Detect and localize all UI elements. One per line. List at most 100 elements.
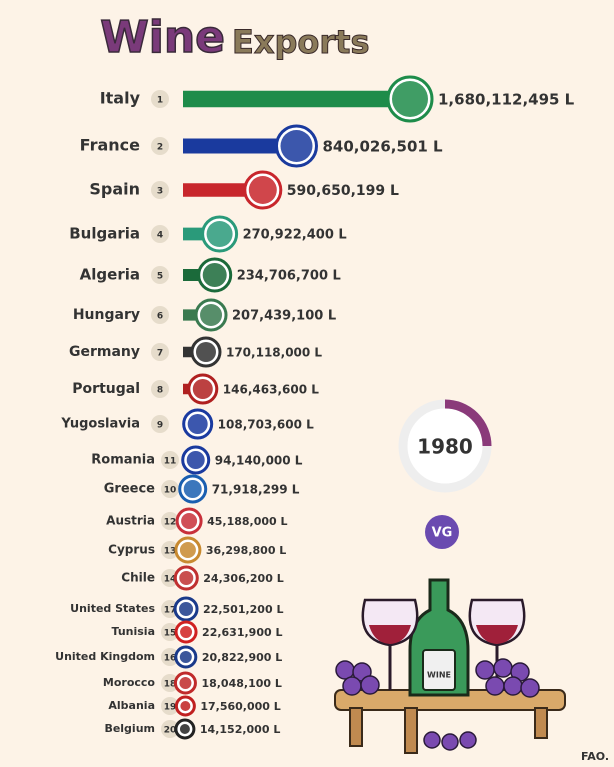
category-label: Albania [108,699,155,712]
rank-label: 16 [164,654,177,664]
rank-badge [161,569,179,587]
flag-inner [280,130,313,162]
illustration: WINE [334,578,566,754]
year-dial: 1980 [398,399,492,493]
category-label: France [80,136,140,155]
category-label: Algeria [80,266,140,284]
value-label: 234,706,700 L [237,269,341,284]
rank-label: 2 [157,143,163,153]
rank-label: 7 [157,349,163,359]
category-label: Spain [89,180,140,199]
rank-label: 1 [157,96,163,106]
value-label: 1,680,112,495 L [438,91,575,109]
flag-inner [183,480,202,498]
rank-badge [151,380,169,398]
flag-inner [179,677,192,689]
rank-label: 9 [157,421,163,431]
value-label: 22,501,200 L [203,603,283,616]
rank-badge [151,415,169,433]
flag-inner [195,342,216,362]
value-label: 146,463,600 L [223,383,319,397]
category-label: Bulgaria [69,225,140,243]
category-label: Italy [100,89,141,108]
rank-label: 13 [164,547,177,557]
value-label: 590,650,199 L [287,183,399,199]
source: FAO. [581,750,609,763]
rank-label: 14 [164,575,177,585]
chart-subtitle: Exports [232,23,370,61]
rank-badge [161,541,179,559]
rank-label: 5 [157,272,163,282]
category-label: Cyprus [108,543,155,557]
rank-badge [161,648,179,666]
category-label: Portugal [72,381,140,397]
flag-inner [392,81,428,117]
flag-inner [248,176,277,204]
rank-label: 18 [164,680,177,690]
rank-badge [161,623,179,641]
flag-inner [181,513,198,529]
category-label: United States [70,602,155,615]
category-label: Tunisia [112,625,155,638]
value-label: 18,048,100 L [201,677,281,690]
value-label: 170,118,000 L [226,346,322,360]
rank-label: 4 [157,231,163,241]
chart-title: Wine [100,12,225,63]
rank-badge [161,697,179,715]
rank-badge [151,306,169,324]
rank-label: 19 [164,703,177,713]
flag-inner [187,414,208,434]
flag-inner [179,602,194,616]
bottle-label: WINE [427,671,451,680]
rank-badge [151,343,169,361]
rank-badge [151,181,169,199]
year-label: 1980 [417,435,473,459]
category-label: United Kingdom [55,650,155,663]
flag-inner [179,542,196,558]
category-label: Yugoslavia [60,417,140,432]
rank-label: 8 [157,386,163,396]
rank-badge [161,480,179,498]
value-label: 94,140,000 L [215,454,303,468]
flag-inner [179,651,192,663]
value-label: 36,298,800 L [206,544,286,557]
value-label: 17,560,000 L [200,700,280,713]
category-label: Hungary [73,307,140,323]
bar [183,183,263,197]
rank-label: 11 [164,457,177,467]
bar [183,138,297,154]
flag-inner [179,724,190,734]
flag-inner [206,221,233,247]
value-label: 840,026,501 L [322,138,443,156]
flag-inner [180,626,193,638]
category-label: Romania [91,453,155,468]
rank-badge [151,225,169,243]
logo: VG [432,526,453,541]
rank-label: 20 [164,726,177,736]
value-label: 14,152,000 L [200,723,280,736]
category-label: Belgium [104,722,155,735]
value-label: 20,822,900 L [202,651,282,664]
category-label: Morocco [103,676,156,689]
value-label: 45,188,000 L [207,515,287,528]
category-label: Germany [69,344,140,360]
flag-inner [180,701,191,711]
rank-label: 10 [164,486,177,496]
flag-inner [200,304,223,326]
rank-label: 17 [164,606,177,616]
value-label: 270,922,400 L [243,228,347,243]
rank-badge [151,90,169,108]
rank-badge [151,137,169,155]
rank-label: 12 [164,518,177,528]
rank-label: 3 [157,187,163,197]
rank-badge [161,674,179,692]
flag-inner [202,263,227,287]
value-label: 24,306,200 L [203,572,283,585]
flag-inner [192,379,213,399]
category-label: Austria [106,514,155,528]
rank-badge [161,512,179,530]
value-label: 22,631,900 L [202,626,282,639]
flag-inner [186,451,205,469]
